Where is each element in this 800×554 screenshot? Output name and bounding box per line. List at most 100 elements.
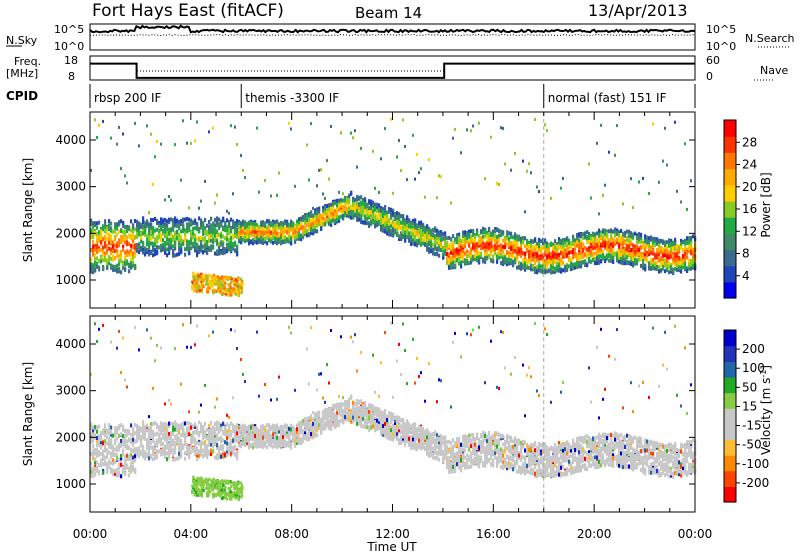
power-cell: [616, 252, 619, 257]
power-cell: [400, 214, 403, 219]
power-cell: [180, 234, 183, 239]
power-cell: [146, 219, 149, 224]
power-cell: [294, 225, 297, 230]
power-cell: [250, 226, 253, 231]
power-cell: [538, 261, 541, 266]
power-cell: [584, 261, 587, 266]
power-cell: [554, 258, 557, 263]
power-cell: [96, 225, 99, 230]
power-cell: [664, 249, 667, 254]
power-cell: [176, 252, 179, 257]
power-cell: [408, 237, 411, 242]
power-cell: [252, 233, 255, 238]
power-cell: [390, 228, 393, 233]
freq-tick-top: 18: [64, 54, 78, 67]
cpid-segment-label: rbsp 200 IF: [94, 91, 161, 105]
power-cell: [232, 219, 235, 224]
power-cell: [598, 246, 601, 251]
power-cell: [402, 232, 405, 237]
power-cell: [100, 232, 103, 237]
power-cell: [502, 238, 505, 243]
power-cell: [120, 219, 123, 224]
power-cell: [202, 249, 205, 254]
power-cell: [312, 228, 315, 233]
power-cell: [90, 269, 93, 274]
power-cell: [532, 252, 535, 257]
velocity-cell: [120, 456, 123, 461]
power-cell: [330, 214, 333, 219]
power-cell: [112, 240, 115, 245]
power-cell: [668, 270, 671, 275]
power-cell: [194, 139, 196, 143]
power-cell: [670, 265, 673, 270]
power-cell: [174, 217, 177, 222]
power-cell: [140, 231, 143, 236]
power-cell: [370, 216, 373, 220]
power-cell: [328, 210, 331, 214]
power-cell: [390, 214, 393, 219]
power-cell: [510, 168, 512, 172]
power-cell: [94, 253, 97, 258]
velocity-cell: [90, 425, 93, 430]
power-cell: [624, 253, 627, 258]
power-cell: [108, 219, 111, 224]
colorbar-swatch: [724, 168, 736, 186]
power-cell: [646, 257, 649, 262]
power-cell: [122, 230, 125, 235]
power-cell: [274, 239, 277, 244]
ytick-label: 3000: [55, 180, 86, 194]
power-cell: [106, 248, 109, 253]
power-cell: [180, 229, 183, 234]
power-cell: [482, 234, 485, 239]
power-cell: [612, 252, 615, 256]
velocity-cell: [108, 440, 111, 445]
power-cell: [428, 230, 431, 235]
power-cell: [278, 225, 281, 230]
power-cell: [470, 240, 473, 245]
velocity-cell: [112, 461, 115, 466]
power-cell: [229, 286, 233, 290]
velocity-cell: [126, 439, 129, 444]
velocity-cell: [104, 455, 107, 460]
power-cell: [206, 239, 209, 244]
power-cell: [244, 222, 247, 227]
power-cell: [684, 252, 687, 257]
power-cell: [512, 254, 515, 259]
power-cell: [522, 259, 525, 264]
power-cell: [191, 280, 194, 284]
power-cell: [270, 233, 273, 238]
power-cell: [156, 227, 159, 232]
power-cell: [536, 245, 539, 250]
power-cell: [624, 248, 627, 252]
velocity-cell: [94, 457, 97, 462]
velocity-cell: [114, 433, 117, 438]
power-cell: [660, 257, 663, 262]
power-cell: [522, 240, 525, 245]
power-cell: [588, 249, 591, 253]
power-cell: [480, 255, 483, 259]
power-cell: [618, 244, 621, 249]
power-cell: [174, 143, 176, 147]
power-cell: [498, 251, 501, 256]
power-cell: [490, 237, 493, 242]
power-cell: [192, 244, 195, 249]
velocity-cell: [106, 465, 109, 470]
power-cell: [130, 265, 133, 270]
power-cell: [684, 246, 687, 251]
power-cell: [128, 225, 131, 230]
power-cell: [276, 219, 279, 224]
power-cell: [208, 273, 211, 277]
power-cell: [634, 261, 637, 266]
power-cell: [516, 257, 519, 261]
velocity-cell: [90, 432, 93, 437]
power-cell: [660, 268, 663, 273]
power-cell: [256, 126, 258, 130]
power-cell: [640, 245, 643, 249]
power-cell: [174, 242, 177, 247]
power-cell: [310, 228, 313, 233]
power-cell: [520, 248, 523, 253]
power-cell: [412, 228, 415, 233]
power-cell: [386, 223, 389, 228]
power-cell: [674, 237, 677, 242]
power-cell: [148, 227, 151, 232]
